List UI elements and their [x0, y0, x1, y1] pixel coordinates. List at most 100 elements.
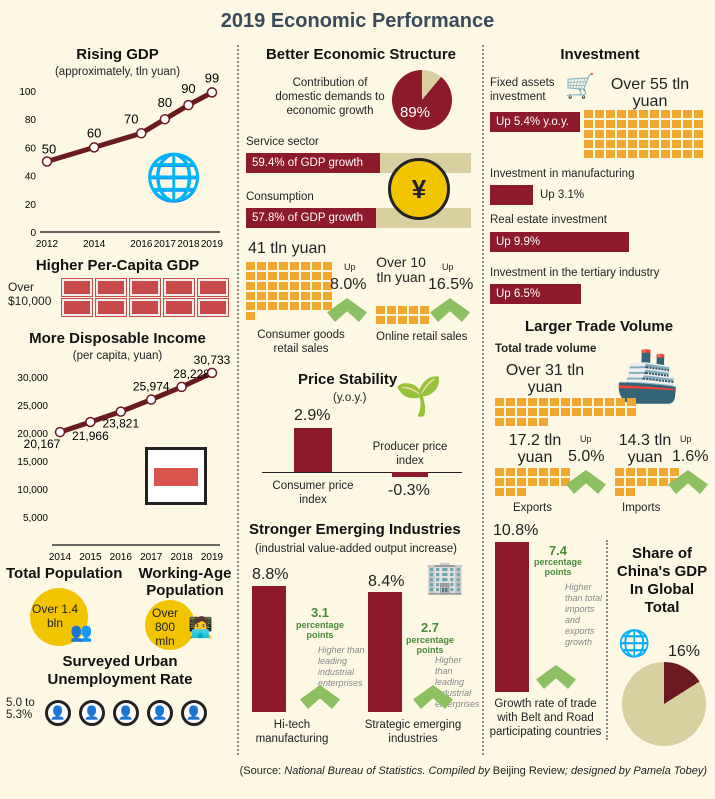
unit-square — [528, 408, 537, 416]
y-tick-label: 15,000 — [17, 457, 48, 468]
y-tick-label: 5,000 — [23, 513, 48, 524]
domestic-value: 89% — [400, 104, 431, 121]
x-tick-label: 2014 — [49, 552, 72, 560]
br-points: 7.4 — [548, 543, 568, 558]
magnifier-person-icon: 👤 — [113, 700, 139, 726]
service-label: Service sector — [246, 136, 319, 148]
banknote-icon — [197, 298, 229, 317]
imports-up: Up — [680, 434, 692, 444]
unit-square — [694, 140, 703, 148]
unit-square — [517, 468, 526, 476]
fixed-amount: Over 55 tln yuan — [610, 76, 690, 110]
x-tick-label: 2018 — [177, 239, 200, 250]
emerging-value: 8.8% — [252, 566, 289, 583]
up-chevron-icon — [566, 470, 606, 494]
page-title: 2019 Economic Performance — [220, 10, 495, 32]
unit-square — [409, 316, 418, 324]
cpi-label: Consumer price index — [272, 480, 354, 506]
unit-square — [595, 150, 604, 158]
data-point — [88, 142, 100, 153]
emerging-points-unit: percentage points — [295, 620, 345, 640]
share-title: Share of China's GDP In Global Total — [616, 545, 708, 616]
trade-title: Larger Trade Volume — [525, 318, 674, 335]
y-tick-label: 80 — [25, 115, 37, 126]
unit-square — [398, 306, 407, 314]
invest-bar — [490, 284, 581, 304]
emerging-points: 2.7 — [420, 620, 440, 635]
unit-square — [517, 478, 526, 486]
unit-square — [495, 468, 504, 476]
unit-square — [627, 398, 636, 406]
service-value: 59.4% of GDP growth — [252, 157, 364, 169]
divider — [237, 45, 239, 755]
population-value: Over 1.4 bln — [31, 602, 79, 630]
data-point — [176, 381, 187, 393]
banknote-icon — [129, 298, 161, 317]
unit-square — [528, 398, 537, 406]
br-bar — [495, 542, 529, 692]
source-br: Beijing Review — [492, 765, 565, 777]
unit-square — [594, 408, 603, 416]
fixed-growth-bar — [490, 112, 580, 132]
unit-square — [268, 272, 277, 280]
unit-square — [246, 312, 255, 320]
unit-square — [312, 292, 321, 300]
unit-square — [661, 110, 670, 118]
unit-square — [639, 110, 648, 118]
unit-square — [539, 408, 548, 416]
unit-square — [584, 150, 593, 158]
fixed-growth: Up 5.4% y.o.y. — [496, 116, 570, 128]
y-tick-label: 0 — [30, 228, 36, 239]
banknote-icons — [61, 278, 232, 317]
magnifier-person-icon: 👤 — [147, 700, 173, 726]
unit-square — [672, 140, 681, 148]
data-point — [206, 87, 218, 98]
unit-square — [495, 488, 504, 496]
price-subtitle: (y.o.y.) — [333, 392, 367, 404]
invest-bar — [490, 232, 629, 252]
magnifier-person-icon: 👤 — [181, 700, 207, 726]
divider — [482, 45, 484, 755]
unit-square — [323, 272, 332, 280]
unit-square — [626, 468, 635, 476]
investment-title: Investment — [560, 46, 640, 63]
unit-square — [301, 262, 310, 270]
unit-square — [528, 468, 537, 476]
unit-square — [626, 478, 635, 486]
invest-growth: Up 6.5% — [496, 288, 541, 300]
emerging-bar — [252, 586, 286, 712]
unit-square — [617, 130, 626, 138]
magnifier-person-icon: 👤 — [45, 700, 71, 726]
unit-square — [584, 140, 593, 148]
imports-label: Imports — [622, 502, 661, 514]
unit-square — [517, 488, 526, 496]
trade-total-amount: Over 31 tln yuan — [505, 362, 585, 396]
source-nbs: National Bureau of Statistics — [284, 765, 423, 777]
divider — [606, 540, 608, 740]
unit-square — [627, 408, 636, 416]
unit-square — [561, 408, 570, 416]
ppi-label: Producer price index — [372, 441, 448, 467]
data-label: 28,228 — [173, 367, 210, 381]
data-point — [159, 113, 171, 125]
unit-square — [628, 150, 637, 158]
data-label: 80 — [158, 95, 172, 110]
fixed-label: Fixed assets investment — [490, 77, 555, 103]
emerging-title: Stronger Emerging Industries — [249, 521, 461, 538]
unit-square — [312, 272, 321, 280]
unit-square — [539, 478, 548, 486]
unit-square — [616, 398, 625, 406]
unit-square — [506, 468, 515, 476]
x-tick-label: 2018 — [170, 552, 193, 560]
unit-square — [661, 140, 670, 148]
cart-money-icon: 🛒 — [565, 73, 595, 100]
banknote-icon — [129, 278, 161, 297]
unit-square — [550, 468, 559, 476]
unit-square — [639, 140, 648, 148]
banknote-icon — [61, 278, 93, 297]
data-label: 90 — [181, 81, 195, 96]
unit-square — [659, 478, 668, 486]
unit-square — [637, 478, 646, 486]
unit-square — [683, 140, 692, 148]
